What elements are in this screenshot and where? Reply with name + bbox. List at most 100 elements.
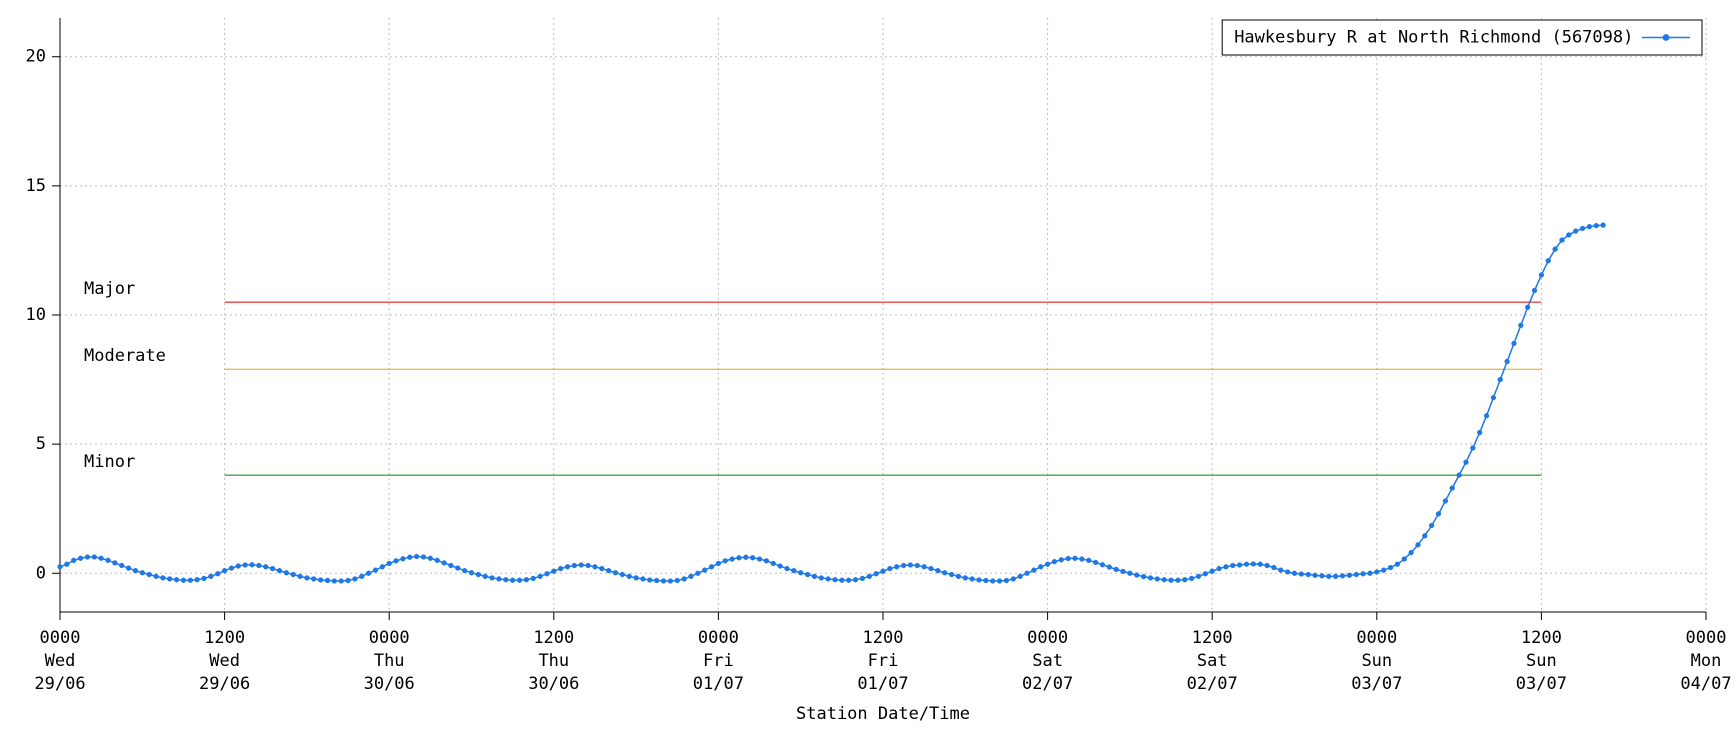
series-point	[298, 574, 303, 579]
series-point	[689, 574, 694, 579]
series-point	[428, 556, 433, 561]
series-point	[483, 574, 488, 579]
series-point	[85, 555, 90, 560]
series-point	[366, 571, 371, 576]
x-tick-label: 0000	[698, 628, 739, 648]
series-point	[140, 570, 145, 575]
series-point	[119, 563, 124, 568]
x-tick-label: 0000	[40, 628, 81, 648]
series-point	[785, 566, 790, 571]
series-point	[613, 570, 618, 575]
series-point	[647, 578, 652, 583]
series-point	[791, 568, 796, 573]
x-tick-label: Thu	[374, 651, 405, 671]
x-tick-label: Sun	[1361, 651, 1392, 671]
series-point	[1361, 571, 1366, 576]
x-tick-label: 1200	[1192, 628, 1233, 648]
series-point	[805, 572, 810, 577]
series-point	[277, 568, 282, 573]
series-point	[229, 566, 234, 571]
series-point	[743, 555, 748, 560]
series-point	[771, 561, 776, 566]
series-point	[1368, 571, 1373, 576]
series-point	[449, 563, 454, 568]
series-point	[641, 577, 646, 582]
series-point	[551, 569, 556, 574]
x-tick-label: 1200	[1521, 628, 1562, 648]
series-point	[359, 574, 364, 579]
series-point	[1244, 562, 1249, 567]
series-point	[1464, 460, 1469, 465]
series-point	[394, 558, 399, 563]
series-point	[524, 577, 529, 582]
series-point	[1320, 573, 1325, 578]
x-tick-label: Sat	[1197, 651, 1228, 671]
series-point	[1546, 258, 1551, 263]
x-tick-label: Fri	[703, 651, 734, 671]
series-point	[922, 564, 927, 569]
series-point	[414, 554, 419, 559]
series-point	[1169, 578, 1174, 583]
series-point	[1189, 576, 1194, 581]
series-point	[860, 576, 865, 581]
series-point	[1450, 486, 1455, 491]
series-point	[1580, 226, 1585, 231]
series-point	[1484, 413, 1489, 418]
series-point	[476, 572, 481, 577]
series-point	[58, 564, 63, 569]
series-point	[1395, 562, 1400, 567]
series-point	[620, 572, 625, 577]
series-point	[1299, 572, 1304, 577]
series-point	[1498, 377, 1503, 382]
series-point	[1402, 557, 1407, 562]
series-point	[1409, 550, 1414, 555]
x-tick-label: 30/06	[528, 674, 579, 694]
series-point	[469, 570, 474, 575]
series-point	[291, 572, 296, 577]
series-point	[709, 564, 714, 569]
series-point	[833, 577, 838, 582]
x-tick-label: 30/06	[364, 674, 415, 694]
series-point	[531, 576, 536, 581]
series-point	[1018, 574, 1023, 579]
series-point	[346, 578, 351, 583]
series-point	[901, 563, 906, 568]
series-point	[1416, 542, 1421, 547]
series-point	[1100, 562, 1105, 567]
series-point	[99, 556, 104, 561]
series-point	[846, 578, 851, 583]
y-tick-label: 20	[26, 47, 46, 67]
legend-sample-marker	[1663, 35, 1669, 41]
series-point	[1148, 576, 1153, 581]
series-point	[510, 578, 515, 583]
series-point	[1573, 229, 1578, 234]
series-point	[716, 561, 721, 566]
series-point	[1594, 223, 1599, 228]
series-point	[1141, 574, 1146, 579]
series-point	[435, 558, 440, 563]
series-point	[1251, 562, 1256, 567]
chart-svg: 051015200000Wed29/061200Wed29/060000Thu3…	[0, 0, 1736, 748]
series-point	[826, 577, 831, 582]
series-point	[1601, 223, 1606, 228]
series-point	[256, 563, 261, 568]
series-point	[819, 576, 824, 581]
series-point	[668, 579, 673, 584]
x-tick-label: 1200	[863, 628, 904, 648]
x-axis-label: Station Date/Time	[796, 704, 970, 724]
x-tick-label: Thu	[538, 651, 569, 671]
series-point	[997, 579, 1002, 584]
series-point	[1107, 565, 1112, 570]
x-tick-label: Fri	[868, 651, 899, 671]
x-tick-label: 1200	[204, 628, 245, 648]
series-point	[243, 563, 248, 568]
series-point	[839, 578, 844, 583]
series-point	[112, 561, 117, 566]
series-point	[339, 579, 344, 584]
series-point	[517, 578, 522, 583]
series-point	[572, 563, 577, 568]
y-tick-label: 5	[36, 434, 46, 454]
x-tick-label: 0000	[1356, 628, 1397, 648]
x-tick-label: Sat	[1032, 651, 1063, 671]
series-point	[1313, 573, 1318, 578]
